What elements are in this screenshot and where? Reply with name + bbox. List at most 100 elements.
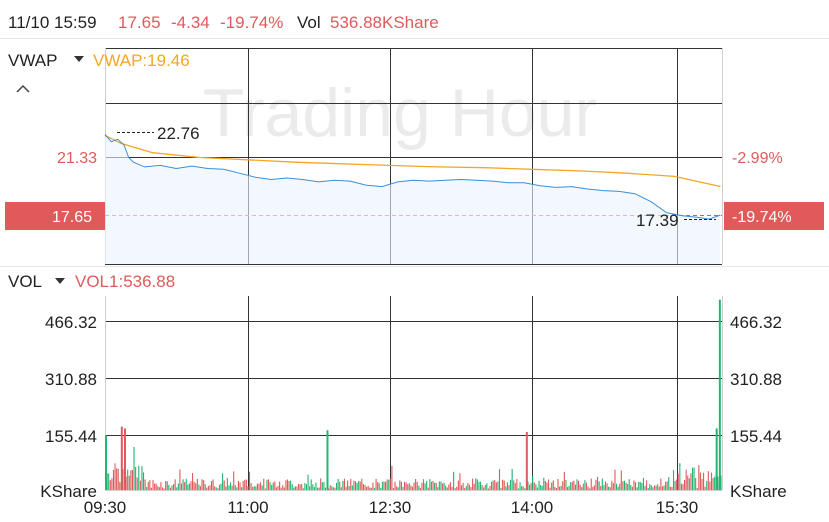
volume-bar bbox=[218, 485, 221, 490]
volume-bar bbox=[557, 479, 559, 490]
volume-bar bbox=[244, 479, 246, 490]
volume-bar bbox=[165, 481, 167, 490]
volume-bar bbox=[669, 486, 671, 490]
volume-bar bbox=[663, 485, 665, 490]
volume-bar bbox=[559, 486, 561, 490]
volume-bar bbox=[302, 488, 304, 490]
prev-close-label: 21.33 bbox=[57, 150, 97, 167]
volume-bar bbox=[111, 478, 113, 490]
volume-bar bbox=[516, 479, 518, 490]
volume-bar bbox=[114, 463, 116, 490]
volume-bar bbox=[598, 481, 600, 490]
volume-bar bbox=[112, 469, 115, 490]
volume-bar bbox=[211, 481, 213, 490]
price-line bbox=[104, 134, 721, 220]
volume-bar bbox=[710, 472, 713, 490]
volume-bar bbox=[310, 479, 312, 490]
volume-bar bbox=[296, 486, 298, 490]
prev-close-pct-label: -2.99% bbox=[732, 150, 783, 167]
volume-bar bbox=[661, 486, 663, 490]
volume-bar bbox=[435, 482, 437, 490]
volume-bar bbox=[416, 481, 418, 490]
volume-bar bbox=[248, 471, 251, 490]
volume-bar bbox=[441, 483, 444, 490]
volume-bar bbox=[261, 485, 263, 490]
volume-bar bbox=[347, 480, 349, 490]
volume-grid bbox=[105, 296, 723, 491]
volume-bar bbox=[125, 476, 127, 490]
vol-dropdown-icon[interactable] bbox=[55, 278, 65, 284]
volume-bar bbox=[294, 486, 296, 490]
volume-bar bbox=[541, 485, 543, 490]
volume-bar bbox=[405, 482, 407, 490]
volume-bar bbox=[434, 482, 436, 490]
vol-right-unit: KShare bbox=[730, 482, 787, 501]
vwap-indicator-name[interactable]: VWAP bbox=[8, 51, 57, 70]
volume-bar bbox=[334, 487, 336, 490]
volume-bar bbox=[182, 479, 184, 490]
volume-bar bbox=[699, 472, 701, 490]
current-pct-badge bbox=[724, 202, 824, 230]
volume-bar bbox=[658, 486, 660, 490]
volume-bar bbox=[269, 482, 271, 490]
volume-bar bbox=[142, 472, 145, 490]
volume-bar bbox=[522, 486, 524, 490]
volume-bar bbox=[481, 485, 483, 490]
volume-bar bbox=[192, 473, 194, 490]
volume-bar bbox=[198, 484, 200, 490]
vwap-dropdown-icon[interactable] bbox=[74, 56, 84, 62]
volume-bar bbox=[649, 484, 651, 490]
x-tick-label: 15:30 bbox=[656, 498, 699, 517]
volume-bar bbox=[487, 488, 489, 490]
volume-bar bbox=[264, 488, 266, 490]
volume-bar bbox=[228, 485, 230, 490]
volume-bar bbox=[351, 485, 353, 490]
volume-bar bbox=[214, 486, 216, 490]
volume-bar bbox=[267, 479, 270, 490]
volume-bar bbox=[581, 487, 583, 490]
volume-bar bbox=[307, 474, 309, 490]
volume-bar bbox=[187, 484, 189, 490]
volume-bar bbox=[438, 481, 440, 490]
volume-bar bbox=[465, 486, 467, 490]
volume-bar bbox=[168, 484, 170, 490]
volume-bar bbox=[489, 486, 491, 490]
volume-bar-spike bbox=[120, 426, 123, 490]
x-tick-label: 09:30 bbox=[84, 498, 127, 517]
volume-bar bbox=[350, 478, 352, 490]
volume-bar bbox=[286, 479, 289, 490]
x-tick-label: 12:30 bbox=[369, 498, 412, 517]
volume-bar bbox=[457, 480, 459, 490]
volume-bar bbox=[169, 487, 171, 490]
volume-bar bbox=[133, 447, 135, 490]
volume-bar bbox=[672, 470, 675, 490]
volume-bar bbox=[369, 487, 371, 490]
volume-bar bbox=[199, 486, 202, 490]
volume-bar bbox=[597, 476, 599, 490]
chevron-up-icon[interactable] bbox=[16, 84, 30, 93]
volume-bar bbox=[255, 486, 257, 490]
volume-bar bbox=[445, 485, 447, 490]
volume-bar bbox=[473, 483, 475, 490]
volume-bar bbox=[587, 486, 589, 490]
volume-bar bbox=[671, 487, 673, 490]
volume-bar bbox=[231, 485, 233, 490]
vol-indicator-name[interactable]: VOL bbox=[8, 272, 42, 291]
volume-bar bbox=[161, 487, 164, 490]
volume-bar bbox=[679, 463, 681, 490]
volume-bar bbox=[642, 478, 645, 490]
volume-bar bbox=[571, 481, 573, 490]
volume-bar bbox=[413, 482, 415, 490]
volume-bar bbox=[479, 481, 482, 490]
volume-bar bbox=[180, 483, 183, 490]
vol-right-tick: 155.44 bbox=[730, 427, 782, 446]
volume-bar bbox=[524, 488, 526, 490]
price-area-fill bbox=[105, 134, 721, 264]
volume-bar bbox=[312, 484, 314, 490]
volume-bar bbox=[666, 481, 668, 490]
volume-bar bbox=[500, 487, 502, 490]
volume-bar bbox=[519, 482, 521, 490]
volume-bar bbox=[174, 479, 176, 490]
volume-bar bbox=[383, 481, 385, 490]
